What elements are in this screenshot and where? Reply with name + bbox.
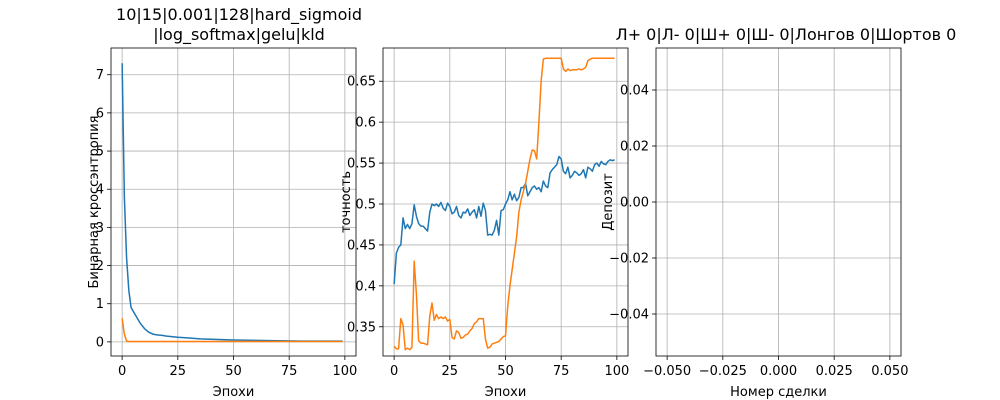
deposit-y-tick-label: 0.04 xyxy=(620,84,649,99)
accuracy-series-line-2 xyxy=(393,57,615,351)
deposit-y-axis-label: Депозит xyxy=(601,173,616,231)
loss-x-tick-label: 0 xyxy=(118,364,126,379)
accuracy-series-line-1 xyxy=(393,155,615,285)
deposit-x-tick-label: 0.000 xyxy=(760,364,797,379)
plot-loss: 0 25 50 75 100 0 1 2 3 4 5 6 7 Эпохи Бинарная кроссэнт… xyxy=(87,47,357,400)
deposit-x-tick-label: 0.025 xyxy=(816,364,853,379)
accuracy-x-tick-label: 100 xyxy=(604,364,629,379)
loss-y-tick-label: 5 xyxy=(96,145,104,160)
loss-y-tick-label: 2 xyxy=(96,259,104,274)
loss-y-tick-label: 3 xyxy=(96,221,104,236)
accuracy-y-tick-label: 0.6 xyxy=(355,116,376,131)
deposit-y-tick-label: −0.04 xyxy=(609,308,649,323)
accuracy-y-axis-label: точность xyxy=(339,171,354,233)
deposit-x-tick-label: 0.050 xyxy=(871,364,908,379)
loss-x-tick-label: 100 xyxy=(332,364,357,379)
deposit-y-tick-label: 0.02 xyxy=(620,140,649,155)
deposit-x-tick-label: −0.025 xyxy=(699,364,747,379)
accuracy-y-tick-label: 0.65 xyxy=(347,75,376,90)
loss-x-tick-label: 75 xyxy=(281,364,298,379)
loss-axes-frame xyxy=(110,47,357,357)
loss-y-tick-label: 4 xyxy=(96,183,104,198)
loss-y-tick-label: 0 xyxy=(96,335,104,350)
deposit-y-tick-label: 0.00 xyxy=(620,196,649,211)
loss-series-line-1 xyxy=(121,63,343,342)
deposit-x-axis-label: Номер сделки xyxy=(730,385,827,400)
deposit-y-tick-label: −0.02 xyxy=(609,252,649,267)
right-chart-title: Л+ 0|Л- 0|Ш+ 0|Ш- 0|Лонгов 0|Шортов 0 xyxy=(616,25,957,44)
accuracy-y-tick-label: 0.55 xyxy=(347,157,376,172)
accuracy-x-tick-label: 0 xyxy=(390,364,398,379)
loss-y-tick-label: 7 xyxy=(96,68,104,83)
accuracy-x-tick-label: 75 xyxy=(553,364,570,379)
accuracy-y-tick-label: 0.4 xyxy=(355,279,376,294)
accuracy-y-tick-label: 0.35 xyxy=(347,320,376,335)
deposit-axes-frame xyxy=(655,47,902,357)
accuracy-y-tick-label: 0.5 xyxy=(355,198,376,213)
accuracy-y-tick-label: 0.45 xyxy=(347,238,376,253)
loss-y-tick-label: 1 xyxy=(96,297,104,312)
plot-deposit: −0.050 −0.025 0.000 0.025 0.050 −0.04 −0.02 0.0… xyxy=(601,47,908,400)
loss-x-tick-label: 25 xyxy=(170,364,187,379)
plot-accuracy: 0 25 50 75 100 0.35 0.4 0.45 0.5 0.55 0.6 0.65 Эпохи… xyxy=(339,47,629,400)
accuracy-x-tick-label: 25 xyxy=(442,364,459,379)
loss-y-axis-label: Бинарная кроссэнтропия xyxy=(87,115,102,288)
accuracy-axes-frame xyxy=(382,47,629,357)
accuracy-x-axis-label: Эпохи xyxy=(485,385,527,400)
left-chart-title-line2: |log_softmax|gelu|kld xyxy=(153,25,325,45)
loss-x-tick-label: 50 xyxy=(225,364,242,379)
deposit-x-tick-label: −0.050 xyxy=(643,364,691,379)
loss-x-axis-label: Эпохи xyxy=(213,385,255,400)
loss-y-tick-label: 6 xyxy=(96,106,104,121)
left-chart-title-line1: 10|15|0.001|128|hard_sigmoid xyxy=(116,5,362,25)
accuracy-x-tick-label: 50 xyxy=(497,364,514,379)
loss-series-line-2 xyxy=(121,318,343,343)
